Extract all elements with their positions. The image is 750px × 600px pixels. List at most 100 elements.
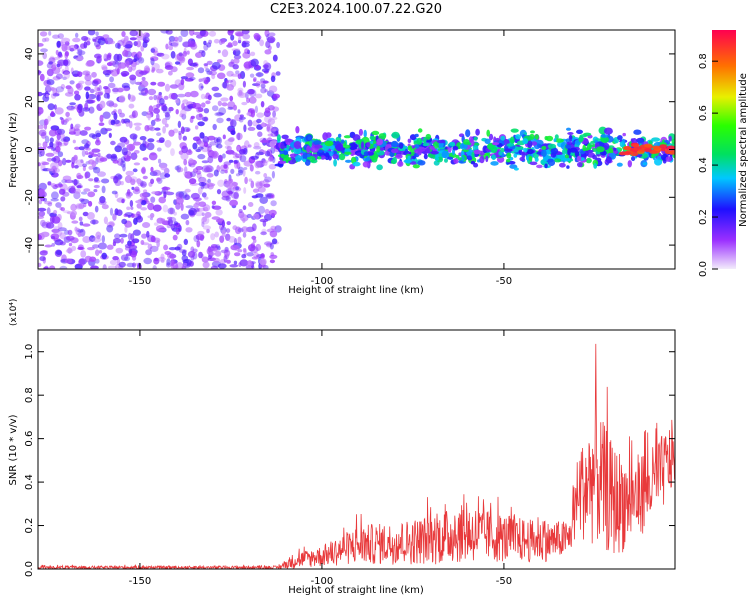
spectrogram-cell [319, 155, 326, 160]
spectrogram-cell [452, 145, 459, 151]
spectrogram-cell [149, 126, 156, 132]
spectrogram-cell [561, 149, 567, 155]
spectrogram-cell [188, 158, 194, 164]
spectrogram-cell [600, 134, 609, 138]
spectrogram-cell [270, 146, 276, 154]
spectrogram-cell [253, 78, 257, 83]
spectrogram-cell [200, 93, 206, 100]
spectrogram-cell [60, 196, 66, 202]
spectrogram-cell [225, 80, 229, 84]
spectrogram-cell [192, 168, 199, 173]
spectrogram-cell [667, 145, 675, 150]
spectrogram-cell [217, 245, 221, 251]
spectrogram-cell [306, 145, 311, 153]
spectrogram-cell [237, 36, 242, 43]
spectrogram-cell [304, 159, 311, 166]
spectrogram-cell [90, 153, 99, 157]
spectrogram-cell [230, 34, 235, 41]
spectrogram-cell [120, 70, 130, 77]
spectrogram-cell [237, 227, 244, 233]
spectrogram-cell [152, 204, 162, 212]
spectrogram-cell [132, 168, 138, 173]
spectrogram-cell [213, 38, 220, 44]
spectrogram-cell [348, 142, 357, 151]
spectrogram-cell [251, 223, 257, 232]
spectrogram-cell [112, 119, 120, 125]
spectrogram-cell [239, 155, 247, 163]
spectrogram-cell [123, 118, 131, 124]
spectrogram-cell [271, 238, 278, 245]
spectrogram-cell [180, 213, 190, 220]
spectrogram-cell [108, 220, 115, 225]
spectrogram-cell [272, 110, 276, 118]
spectrogram-cell [208, 30, 217, 37]
spectrogram-cell [567, 132, 574, 135]
spectrogram-cell [671, 138, 675, 145]
spectrogram-cell [51, 191, 59, 200]
spectrogram-cell [97, 152, 101, 157]
spectrogram-cell [145, 249, 153, 256]
spectrogram-cell [71, 245, 77, 251]
spectrogram-cell [268, 32, 276, 37]
spectrogram-cell [95, 258, 100, 264]
spectrogram-cell [88, 178, 94, 182]
spectrogram-cell [366, 141, 371, 148]
spectrogram-cell [523, 147, 528, 153]
spectrogram-cell [202, 261, 210, 269]
spectrogram-cell [49, 265, 56, 269]
spectrogram-cell [51, 228, 60, 233]
spectrogram-cell [126, 222, 133, 228]
spectrogram-cell [117, 174, 123, 180]
spectrogram-cell [338, 133, 342, 138]
spectrogram-cell [129, 133, 138, 140]
spectrogram-cell [150, 178, 155, 184]
spectrogram-cell [180, 152, 189, 160]
spectrogram-cell [67, 229, 73, 236]
spectrogram-cell [168, 45, 173, 51]
spectrogram-cell [168, 106, 174, 112]
spectrogram-cell [156, 52, 165, 57]
spectrogram-cell [231, 181, 239, 187]
spectrogram-cell [49, 55, 55, 62]
spectrogram-cell [95, 132, 102, 138]
spectrogram-cell [544, 163, 548, 169]
spectrogram-cell [69, 102, 76, 106]
spectrogram-cell [114, 145, 122, 153]
spectrogram-cell [48, 61, 54, 65]
spectrogram-cell [73, 154, 78, 161]
spectrogram-cell [96, 95, 100, 101]
spectrogram-cell [218, 107, 227, 115]
spectrogram-cell [47, 202, 53, 207]
spectrogram-cell [486, 129, 491, 137]
spectrogram-cell [140, 45, 145, 52]
spectrogram-cell [72, 73, 79, 78]
spectrogram-cell [422, 136, 427, 144]
spectrogram-cell [159, 172, 167, 180]
spectrogram-cell [246, 97, 250, 104]
spectrogram-cell [83, 203, 87, 208]
spectrogram-cell [513, 153, 518, 158]
spectrogram-cell [189, 90, 199, 98]
snr-xlabel: Height of straight line (km) [288, 585, 424, 596]
spectrogram-cell [55, 202, 62, 208]
spectrogram-cell [248, 96, 257, 104]
spectrogram-cell [343, 144, 351, 149]
spectrogram-cell [70, 185, 76, 194]
spectrogram-cell [179, 113, 184, 118]
spectrogram-cell [119, 233, 128, 238]
spectrogram-cell [127, 232, 132, 241]
spectrogram-cell [59, 116, 63, 120]
spectrogram-cell [153, 257, 160, 265]
spectrogram-cell [63, 118, 69, 123]
spectrogram-cell [91, 148, 101, 153]
y-tick-label: 0.2 [24, 518, 35, 534]
spectrogram-cell [201, 50, 206, 58]
spectrogram-cell [116, 158, 124, 166]
spectrogram-cell [583, 132, 592, 136]
spectrogram-cell [144, 125, 150, 132]
spectrogram-cell [138, 92, 147, 96]
spectrogram-cell [343, 135, 352, 139]
spectrogram-cell [141, 233, 148, 239]
spectrogram-cell [259, 180, 265, 187]
spectrogram-cell [192, 102, 202, 110]
